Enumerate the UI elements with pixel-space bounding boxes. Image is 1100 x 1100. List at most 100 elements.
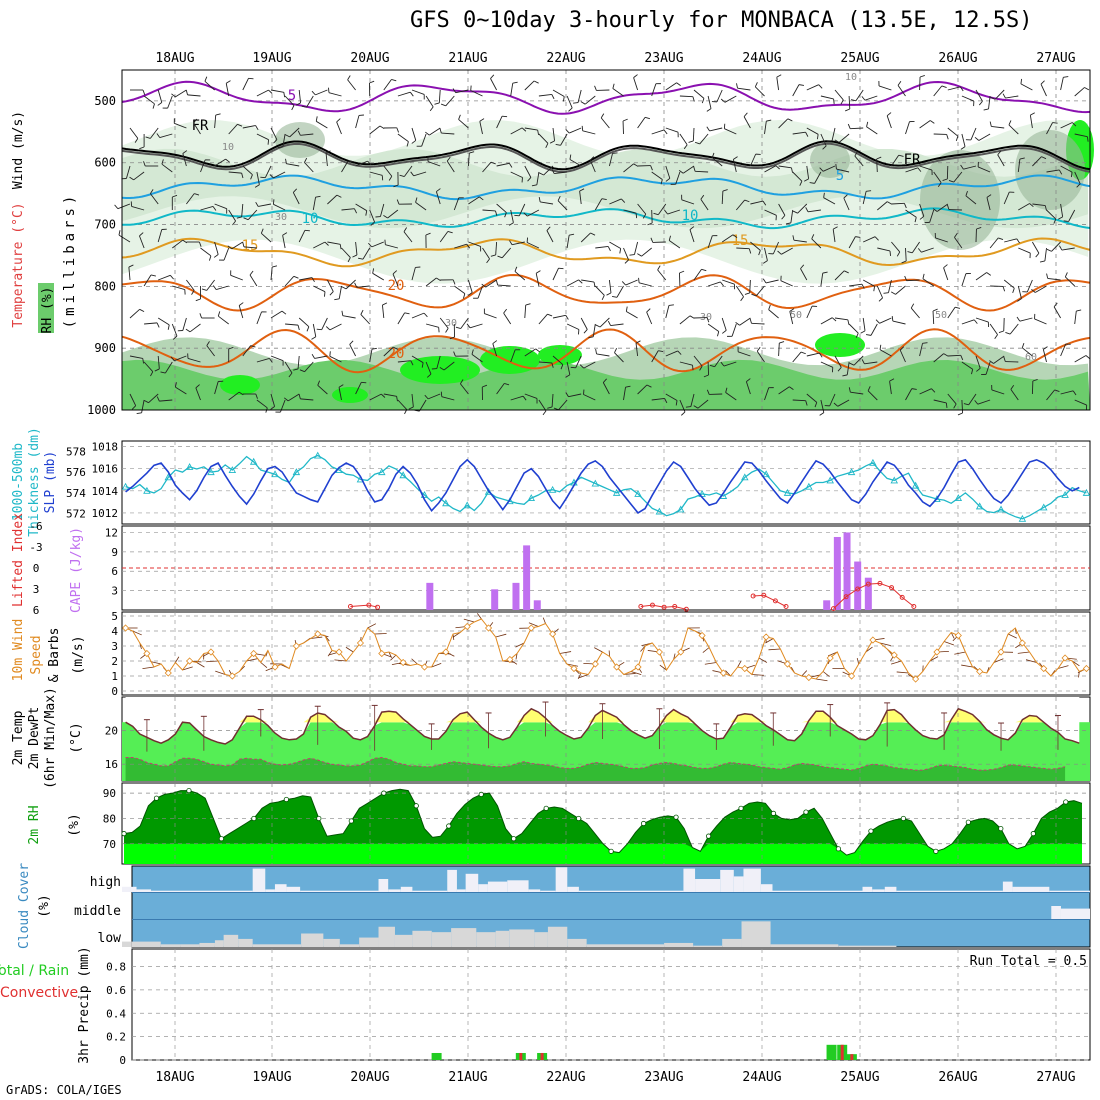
wind-barb-feather <box>514 266 518 272</box>
wind-barb-feather <box>434 102 440 105</box>
thickness-point <box>1018 514 1027 522</box>
wind-barb-feather <box>740 296 744 302</box>
wind-barb-feather <box>157 102 163 106</box>
wind-barb-feather <box>787 118 793 122</box>
cape-bar <box>854 561 862 610</box>
cloud-segment <box>1002 881 1013 892</box>
wind-barb-feather <box>445 328 449 333</box>
rh2m-point <box>673 814 679 820</box>
wind-barb-feather <box>508 163 513 168</box>
wind-speed-point <box>143 649 151 658</box>
wind-barb <box>460 317 469 329</box>
wind-barb-feather <box>955 136 959 142</box>
wind-barb-feather <box>827 140 833 142</box>
wind-speed-point <box>762 633 770 641</box>
wind-barb-feather <box>676 82 681 87</box>
wind-barb <box>326 279 334 292</box>
wind-barb <box>665 127 679 133</box>
wind-barb-feather <box>542 410 547 416</box>
wind-barb-feather <box>890 291 896 295</box>
wind-barb-feather <box>638 277 640 283</box>
wind-barb-feather <box>711 152 715 158</box>
wind-barb <box>793 239 807 243</box>
isotherm-label: FR <box>192 118 209 134</box>
wind-speed-point <box>1040 664 1048 673</box>
slp-tick: 1014 <box>92 485 119 498</box>
wind-barb-feather <box>382 302 388 306</box>
pressure-tick: 800 <box>94 279 116 293</box>
wind-barb <box>832 229 836 243</box>
wind-barb <box>829 393 836 407</box>
wind-barb <box>1032 203 1046 207</box>
wind-barb <box>806 127 819 135</box>
wind-barb <box>919 388 932 395</box>
wind-barb-feather <box>899 346 905 351</box>
wind-barb <box>580 232 591 243</box>
rh2m-point <box>933 848 939 854</box>
wind-barb <box>510 349 516 363</box>
wind-barb <box>161 163 173 173</box>
wind-barb-feather <box>600 113 605 119</box>
temp-axis-label: 2m Temp <box>11 710 26 765</box>
cloud-segment <box>720 869 734 892</box>
wind-barb-feather <box>701 98 705 104</box>
wind-barb <box>231 241 244 250</box>
wind-barb-feather <box>1044 205 1047 211</box>
rh2m-point <box>186 787 192 794</box>
wind-barb-feather <box>861 283 865 289</box>
thickness-point <box>399 471 407 479</box>
rh-axis-label: RH (%) <box>40 287 55 334</box>
wind-barb <box>387 209 399 219</box>
wind-barb <box>143 274 152 287</box>
wind-tick: 2 <box>111 655 118 668</box>
cloud-segment <box>238 938 253 947</box>
wind-barb <box>554 171 568 175</box>
wind-barb-feather <box>622 118 628 122</box>
rh-contour-label: 10 <box>845 72 857 83</box>
li-tick: 6 <box>33 604 40 617</box>
wind-barb <box>165 361 173 374</box>
wind-barb <box>496 162 510 167</box>
wind-barb <box>157 89 163 103</box>
wind-barb-feather <box>354 282 358 288</box>
wind-barb <box>411 89 425 95</box>
wind-barb <box>975 317 989 323</box>
wind-barb <box>329 355 342 363</box>
cape-tick: 12 <box>105 526 118 539</box>
wind-speed-point <box>314 630 322 638</box>
wind-barb <box>954 651 966 655</box>
pressure-tick: 500 <box>94 94 116 108</box>
thickness-point <box>527 494 536 502</box>
wind-barb <box>735 199 746 211</box>
wind-barb <box>854 155 864 167</box>
cape-bar <box>491 589 499 610</box>
wind-barb-feather <box>551 362 554 368</box>
wind-barb-feather <box>283 397 289 402</box>
wind-barb-feather <box>565 129 570 134</box>
wind-barb <box>467 153 470 167</box>
date-tick-bottom: 25AUG <box>840 1070 879 1085</box>
date-tick-top: 19AUG <box>252 51 291 66</box>
wind-barb <box>260 662 268 668</box>
wind-barb-feather <box>706 317 710 323</box>
wind-barb <box>345 646 354 653</box>
wind-barb-feather <box>805 207 809 213</box>
cloud-segment <box>378 879 389 892</box>
rh2m-point <box>705 833 712 839</box>
wind-barb <box>552 268 559 281</box>
wind-barb-feather <box>150 371 154 377</box>
precip-total-bar <box>826 1044 837 1060</box>
wind-barb <box>411 127 417 141</box>
wind-barb <box>707 95 712 109</box>
date-tick-top: 26AUG <box>938 51 977 66</box>
cloud-segment <box>388 889 401 892</box>
wind-barb <box>950 632 955 639</box>
wind-barb-feather <box>426 373 432 378</box>
wind-barb-feather <box>367 160 372 166</box>
wind-barb <box>427 393 441 400</box>
wind-barb-feather <box>560 364 564 370</box>
wind-barb-feather <box>889 378 895 382</box>
wind-tick: 1 <box>111 670 118 683</box>
li-tick: -3 <box>29 541 42 554</box>
wind-barb-feather <box>822 271 828 274</box>
